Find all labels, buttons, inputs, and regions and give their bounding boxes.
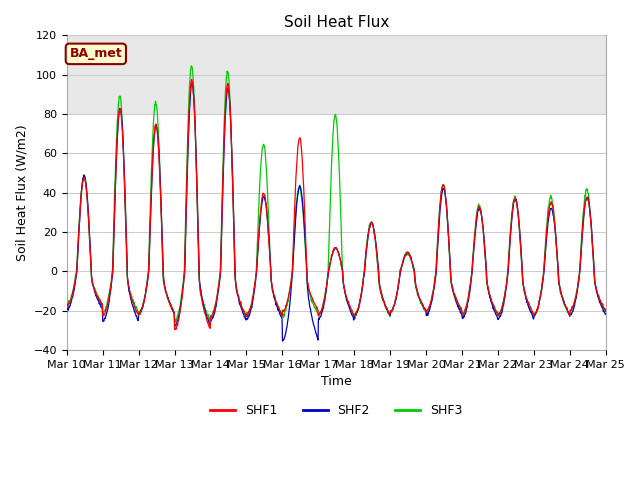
SHF2 (243, 315, 251, 321)
SHF3 (602, 308, 609, 314)
SHF3 (491, 306, 499, 312)
SHF3 (171, 319, 179, 325)
SHF2 (170, 309, 177, 314)
SHF2 (538, 282, 546, 288)
SHF1 (602, 308, 609, 314)
SHF2 (491, 309, 499, 315)
Bar (67, 36, 605, 114)
Text: BA_met: BA_met (70, 48, 122, 60)
SHF2 (63, 305, 70, 311)
SHF2 (602, 312, 609, 317)
SHF1 (420, 306, 428, 312)
SHF1 (188, 77, 196, 83)
Title: Soil Heat Flux: Soil Heat Flux (284, 15, 389, 30)
Legend: SHF1, SHF2, SHF3: SHF1, SHF2, SHF3 (205, 399, 467, 422)
SHF3 (420, 305, 428, 311)
SHF3 (63, 302, 70, 308)
SHF1 (183, 173, 191, 179)
SHF3 (188, 63, 195, 69)
Line: SHF2: SHF2 (67, 84, 605, 341)
SHF1 (538, 280, 546, 286)
Line: SHF1: SHF1 (67, 80, 605, 330)
SHF2 (188, 81, 196, 86)
SHF2 (183, 196, 191, 202)
SHF1 (491, 305, 499, 311)
Y-axis label: Soil Heat Flux (W/m2): Soil Heat Flux (W/m2) (15, 124, 28, 261)
SHF1 (171, 327, 179, 333)
SHF1 (170, 309, 177, 314)
X-axis label: Time: Time (321, 375, 351, 388)
Line: SHF3: SHF3 (67, 66, 605, 322)
SHF3 (170, 310, 177, 315)
SHF1 (63, 304, 70, 310)
SHF3 (183, 159, 191, 165)
SHF2 (278, 338, 286, 344)
SHF3 (538, 279, 546, 285)
SHF1 (244, 312, 252, 317)
SHF2 (420, 306, 428, 312)
SHF3 (244, 310, 252, 315)
